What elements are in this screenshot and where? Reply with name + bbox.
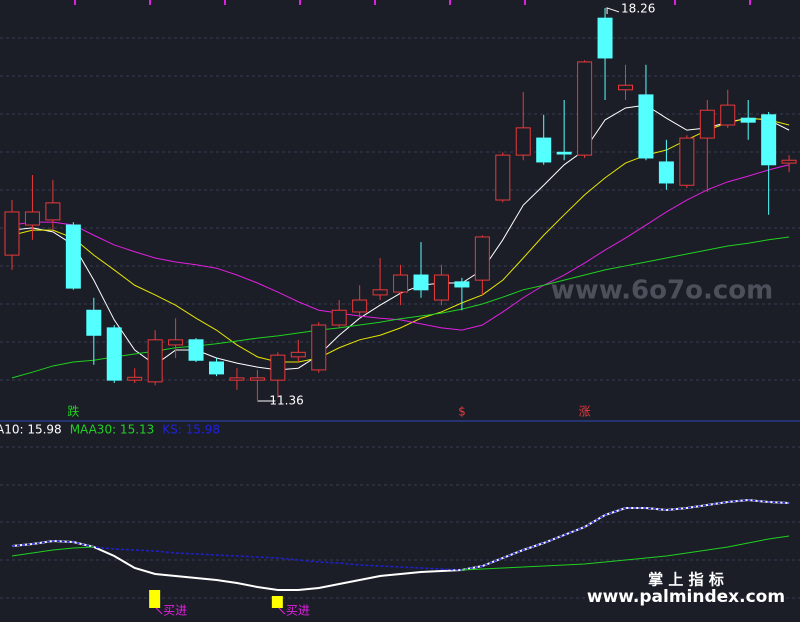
candle-body [209, 361, 224, 375]
arrow [155, 607, 163, 615]
watermark: 掌 上 指 标 [648, 571, 724, 589]
arrow [606, 7, 620, 14]
candle-body [270, 354, 286, 381]
signal-annotation: 跌 [67, 404, 79, 419]
buy-signal-label: 买进 [163, 604, 187, 618]
low-label: 11.36 [269, 394, 303, 408]
candle-body [638, 94, 654, 159]
high-label: 18.26 [621, 1, 655, 15]
legend-entry: MAA30: 15.13 [70, 423, 155, 437]
candle-body [495, 154, 511, 201]
candle-body [433, 274, 449, 301]
candle-body [393, 274, 409, 293]
candle-body [24, 211, 40, 226]
watermark: www.palmindex.com [587, 587, 785, 607]
signal-annotation: $ [458, 405, 466, 419]
candle-body [249, 377, 265, 381]
candle-body [577, 61, 593, 156]
legend-entry: KS: 15.98 [162, 423, 220, 437]
candle-body [781, 159, 797, 164]
candle-body [106, 327, 122, 381]
buy-signal-bar [271, 596, 283, 608]
candle-body [188, 339, 204, 361]
candle-body [761, 114, 777, 166]
signal-annotation: 涨 [579, 404, 591, 419]
candle-body [331, 309, 347, 326]
buy-signal-bar [149, 590, 161, 608]
candle-body [658, 161, 674, 184]
candle-body [372, 289, 388, 296]
candle-body [740, 117, 756, 123]
candle-body [86, 309, 102, 336]
candle-body [720, 104, 736, 126]
candle-body [413, 274, 429, 291]
candle-body [454, 281, 470, 288]
line-series [11, 499, 790, 571]
candle-body [515, 127, 531, 156]
candle-body [147, 339, 163, 383]
candle-body [229, 377, 245, 381]
watermark: www.6o7o.com [551, 276, 773, 306]
candle-body [45, 202, 61, 221]
line-series [11, 535, 790, 571]
arrow [278, 607, 286, 615]
candle-body [679, 137, 695, 186]
candle-body [168, 339, 184, 346]
line-series [11, 117, 790, 363]
candle-body [290, 351, 306, 358]
candle-body [556, 151, 572, 155]
candle-body [699, 109, 715, 139]
buy-signal-label: 买进 [286, 604, 310, 618]
candle-body [536, 137, 552, 163]
line-series [11, 164, 790, 331]
candle-body [618, 84, 633, 91]
candle-body [311, 324, 327, 371]
candle-body [352, 299, 368, 313]
candle-body [65, 224, 81, 289]
candle-body [474, 236, 490, 281]
legend-entry: A10: 15.98 [0, 423, 62, 437]
candle-body [4, 211, 20, 256]
candle-body [127, 376, 143, 381]
line-series [11, 236, 790, 379]
candle-body [597, 17, 613, 59]
